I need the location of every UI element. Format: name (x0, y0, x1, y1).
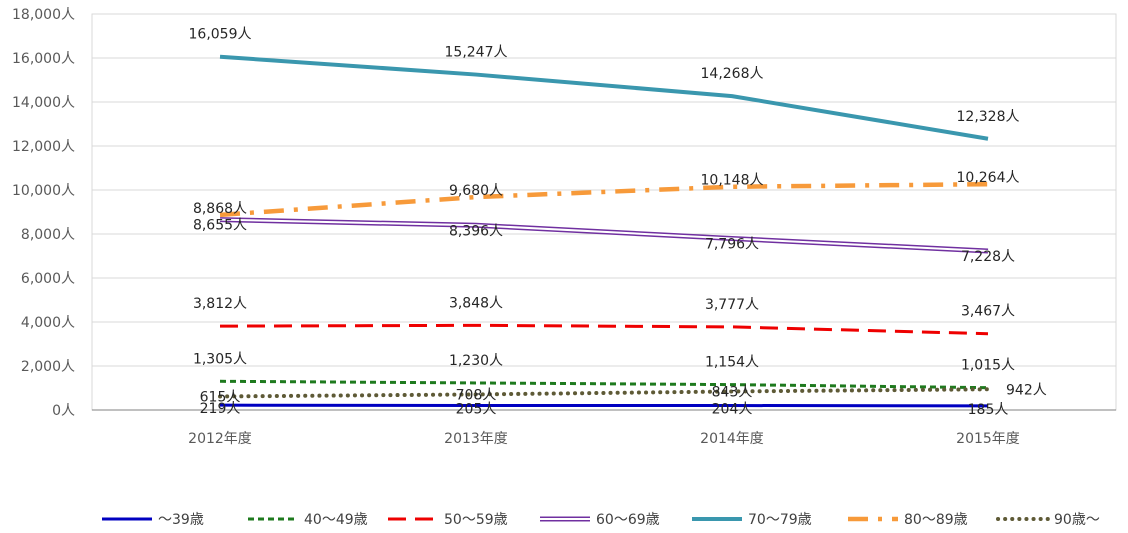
data-labels: 219人 205人 204人 185人 1,305人 1,230人 1,154人 1,015人… (189, 27, 1047, 418)
series-line (218, 387, 990, 399)
data-label: 14,268人 (701, 66, 764, 82)
data-label: 708人 (456, 387, 497, 403)
series-lines (218, 54, 990, 408)
data-label: 1,230人 (449, 353, 503, 369)
grid-lines (91, 13, 1117, 411)
legend: ～39歳 40～49歳 50～59歳 60～69歳 70～79歳 80～89歳 90歳～ (102, 512, 1100, 528)
y-tick-label: 2,000人 (21, 359, 75, 375)
series-line (219, 379, 989, 390)
data-label: 843人 (712, 384, 753, 400)
data-label: 1,015人 (961, 358, 1015, 374)
legend-item: 80～89歳 (848, 512, 968, 528)
data-label: 8,396人 (449, 223, 503, 239)
data-label: 1,305人 (193, 351, 247, 367)
data-label: 3,467人 (961, 304, 1015, 320)
x-axis-ticks: 2012年度 2013年度 2014年度 2015年度 (188, 431, 1020, 447)
data-label: 219人 (200, 401, 241, 417)
legend-item: ～39歳 (102, 512, 204, 528)
legend-item: 70～79歳 (692, 512, 812, 528)
data-label: 8,868人 (193, 201, 247, 217)
legend-label: 40～49歳 (304, 512, 368, 528)
y-tick-label: 8,000人 (21, 227, 75, 243)
data-label: 204人 (712, 402, 753, 418)
legend-label: 60～69歳 (596, 512, 660, 528)
data-label: 7,228人 (961, 249, 1015, 265)
y-axis-ticks: 0人 2,000人 4,000人 6,000人 8,000人 10,000人 12,000人… (12, 7, 75, 419)
data-label: 9,680人 (449, 183, 503, 199)
legend-item: 50～59歳 (388, 512, 508, 528)
legend-item: 90歳～ (996, 512, 1100, 528)
data-label: 12,328人 (957, 109, 1020, 125)
y-tick-label: 12,000人 (12, 139, 75, 155)
data-label: 7,796人 (705, 236, 759, 252)
x-tick-label: 2015年度 (956, 431, 1020, 447)
data-label: 16,059人 (189, 27, 252, 43)
y-tick-label: 4,000人 (21, 315, 75, 331)
x-tick-label: 2012年度 (188, 431, 252, 447)
series-line (219, 323, 989, 336)
legend-label: 50～59歳 (444, 512, 508, 528)
y-tick-label: 0人 (52, 403, 75, 419)
data-label: 615人 (200, 389, 241, 405)
data-label: 942人 (1006, 382, 1047, 398)
legend-label: 80～89歳 (904, 512, 968, 528)
data-label: 10,264人 (957, 170, 1020, 186)
x-tick-label: 2014年度 (700, 431, 764, 447)
x-tick-label: 2013年度 (444, 431, 508, 447)
series-line (219, 403, 989, 408)
y-tick-label: 14,000人 (12, 95, 75, 111)
series-line (219, 181, 989, 218)
legend-item: 60～69歳 (540, 512, 660, 528)
data-label: 3,777人 (705, 297, 759, 313)
series-line-inner (219, 218, 989, 252)
data-label: 185人 (968, 402, 1009, 418)
y-tick-label: 16,000人 (12, 51, 75, 67)
y-tick-label: 10,000人 (12, 183, 75, 199)
legend-item: 40～49歳 (248, 512, 368, 528)
data-label: 1,154人 (705, 355, 759, 371)
data-label: 15,247人 (445, 45, 508, 61)
legend-label: 90歳～ (1054, 512, 1100, 528)
data-label: 10,148人 (701, 173, 764, 189)
series-line (219, 54, 989, 141)
legend-label: ～39歳 (158, 512, 204, 528)
data-label: 205人 (456, 401, 497, 417)
legend-label: 70～79歳 (748, 512, 812, 528)
data-label: 3,848人 (449, 295, 503, 311)
y-tick-label: 18,000人 (12, 7, 75, 23)
y-tick-label: 6,000人 (21, 271, 75, 287)
data-label: 8,655人 (193, 218, 247, 234)
data-label: 3,812人 (193, 296, 247, 312)
